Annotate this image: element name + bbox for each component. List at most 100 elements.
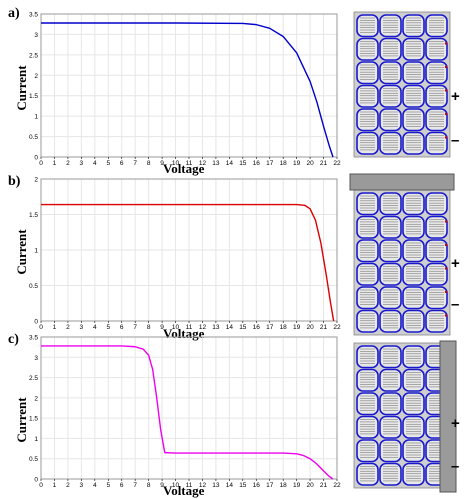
y-tick-label: 1 [34,436,38,443]
x-tick-label: 4 [93,324,97,331]
solar-cell [356,368,379,392]
y-tick-label: 0 [34,477,38,484]
solar-cell [379,14,402,38]
x-tick-label: 9 [160,160,164,167]
solar-cell [402,192,425,216]
x-tick-label: 3 [80,160,84,167]
x-tick-label: 21 [320,482,328,489]
solar-cell [379,108,402,132]
y-tick-label: 0.5 [29,283,38,290]
y-tick-label: 3 [34,355,38,362]
x-tick-label: 10 [172,160,180,167]
solar-cell [425,61,448,85]
x-tick-label: 19 [293,324,301,331]
solar-cell [379,192,402,216]
y-tick-label: 1.5 [29,212,38,219]
plot-b: 0 1 2 3 4 5 6 7 8 9 10 11 12 13 14 15 16 17 18 19 20 21 2200.5… [29,177,341,332]
x-tick-label: 13 [212,482,220,489]
y-tick-label: 0 [34,319,38,326]
solar-cell [356,309,379,333]
x-axis-title-a: Voltage [163,161,205,176]
solar-cell [356,61,379,85]
solar-cell [356,345,379,369]
plus-sign-c: + [451,415,460,432]
x-tick-label: 0 [39,482,43,489]
y-tick-label: 0 [34,155,38,162]
x-tick-label: 16 [253,324,261,331]
x-tick-label: 5 [106,324,110,331]
solar-module-a [353,11,451,158]
y-tick-label: 2 [34,177,38,184]
solar-cell [402,309,425,333]
x-tick-label: 17 [266,160,274,167]
connector-dot [444,65,448,69]
y-tick-label: 1.5 [29,93,38,100]
x-tick-label: 7 [133,160,137,167]
solar-cell [425,37,448,61]
y-tick-label: 2.5 [29,375,38,382]
solar-cell [402,462,425,486]
x-tick-label: 4 [93,160,97,167]
x-tick-label: 2 [66,482,70,489]
x-tick-label: 8 [147,324,151,331]
connector-dot [444,314,448,317]
solar-cell [356,439,379,463]
connector-dot [444,112,448,116]
x-tick-label: 19 [293,160,301,167]
solar-cell [425,262,448,286]
y-tick-label: 2.5 [29,52,38,59]
solar-cell [402,14,425,38]
solar-cell [402,439,425,463]
y-tick-label: 0.5 [29,134,38,141]
x-tick-label: 22 [333,160,341,167]
solar-cell [356,131,379,155]
solar-cell [402,392,425,416]
x-tick-label: 16 [253,160,261,167]
x-tick-label: 14 [226,160,234,167]
solar-cell [425,14,448,38]
solar-cell [402,37,425,61]
x-tick-label: 6 [120,482,124,489]
solar-cell [402,286,425,310]
x-tick-label: 3 [80,324,84,331]
x-tick-label: 21 [320,160,328,167]
solar-cell [402,368,425,392]
solar-cell [425,108,448,132]
x-tick-label: 6 [120,324,124,331]
solar-module-c [353,340,457,493]
x-tick-label: 15 [239,482,247,489]
y-tick-label: 1 [34,114,38,121]
x-tick-label: 11 [186,482,193,489]
solar-cell [379,131,402,155]
shading-bar-right [439,340,457,493]
plot-a: 0 1 2 3 4 5 6 7 8 9 10 11 12 13 14 15 16 17 18 19 20 21 2200.5… [29,12,341,168]
x-tick-label: 12 [199,160,207,167]
x-tick-label: 18 [280,160,288,167]
x-tick-label: 6 [120,160,124,167]
shading-bar-top [349,173,455,191]
x-tick-label: 20 [306,160,314,167]
y-tick-label: 2 [34,395,38,402]
x-tick-label: 5 [106,160,110,167]
solar-cell [379,462,402,486]
x-tick-label: 10 [172,482,180,489]
x-tick-label: 7 [133,324,137,331]
solar-cell [425,131,448,155]
x-tick-label: 17 [266,482,274,489]
solar-cell [425,239,448,263]
x-tick-label: 1 [53,482,57,489]
y-tick-label: 3.5 [29,335,38,342]
solar-cell [379,262,402,286]
solar-cell [402,131,425,155]
x-tick-label: 14 [226,482,234,489]
solar-cell [356,14,379,38]
solar-cell [379,345,402,369]
connector-dot [444,42,448,45]
iv-curve-c [41,345,334,480]
x-tick-label: 3 [80,482,84,489]
solar-cell [402,84,425,108]
x-tick-label: 14 [226,324,234,331]
solar-cell [356,392,379,416]
